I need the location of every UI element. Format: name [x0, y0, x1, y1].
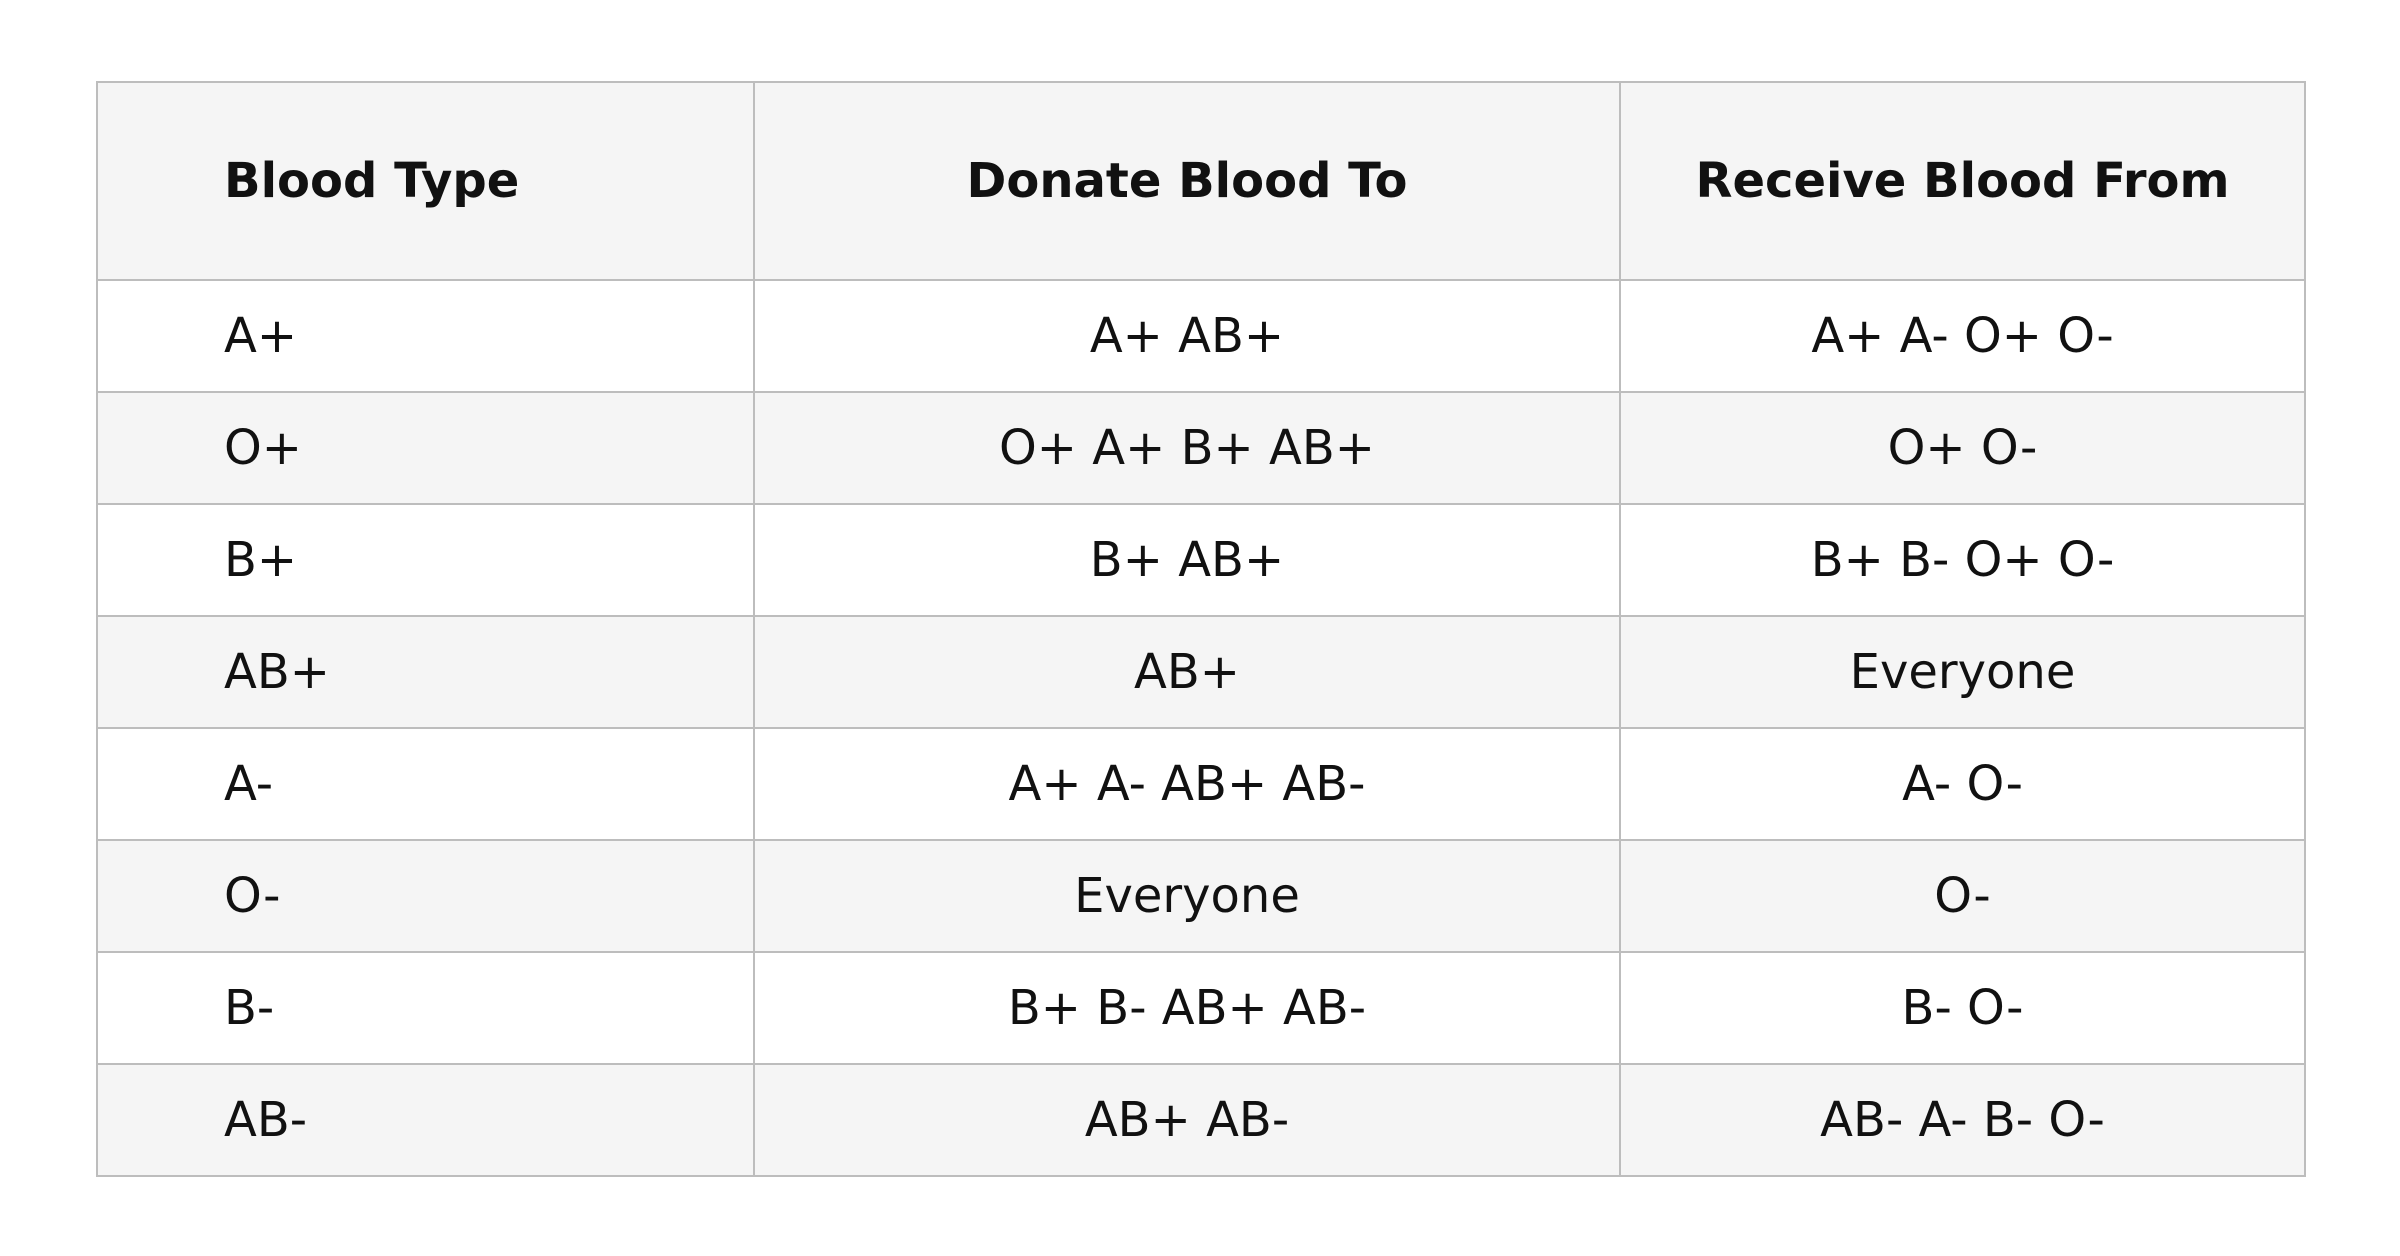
table-row: O- Everyone O-: [96, 839, 2306, 953]
table-cell: B+ B- AB+ AB-: [753, 951, 1621, 1065]
header-row: Blood Type Donate Blood To Receive Blood F…: [96, 81, 2306, 281]
table-cell: B-: [96, 951, 755, 1065]
table-header: Blood Type Donate Blood To Receive Blood F…: [96, 81, 2306, 281]
table-cell: A- O-: [1619, 727, 2306, 841]
table-cell: O+ O-: [1619, 391, 2306, 505]
table-cell: A-: [96, 727, 755, 841]
table-cell: B+: [96, 503, 755, 617]
table-cell: O+: [96, 391, 755, 505]
table-body: A+ A+ AB+ A+ A- O+ O- O+ O+ A+ B+ AB+ O+ O- B+…: [96, 279, 2306, 1177]
table-cell: O-: [96, 839, 755, 953]
table-cell: AB- A- B- O-: [1619, 1063, 2306, 1177]
table-cell: Everyone: [753, 839, 1621, 953]
table-cell: A+: [96, 279, 755, 393]
table-cell: A+ A- AB+ AB-: [753, 727, 1621, 841]
table-cell: O-: [1619, 839, 2306, 953]
table-row: A+ A+ AB+ A+ A- O+ O-: [96, 279, 2306, 393]
table-row: O+ O+ A+ B+ AB+ O+ O-: [96, 391, 2306, 505]
header-cell: Donate Blood To: [753, 81, 1621, 281]
table-cell: Everyone: [1619, 615, 2306, 729]
blood-table: Blood Type Donate Blood To Receive Blood F…: [96, 81, 2306, 1177]
header-cell: Blood Type: [96, 81, 755, 281]
table-cell: AB+: [96, 615, 755, 729]
table-row: B+ B+ AB+ B+ B- O+ O-: [96, 503, 2306, 617]
table-row: A- A+ A- AB+ AB- A- O-: [96, 727, 2306, 841]
table-cell: AB-: [96, 1063, 755, 1177]
table-cell: A+ A- O+ O-: [1619, 279, 2306, 393]
table-cell: O+ A+ B+ AB+: [753, 391, 1621, 505]
table-row: AB- AB+ AB- AB- A- B- O-: [96, 1063, 2306, 1177]
header-cell: Receive Blood From: [1619, 81, 2306, 281]
table-cell: B- O-: [1619, 951, 2306, 1065]
table-cell: AB+ AB-: [753, 1063, 1621, 1177]
table-row: AB+ AB+ Everyone: [96, 615, 2306, 729]
table-cell: A+ AB+: [753, 279, 1621, 393]
table-cell: B+ B- O+ O-: [1619, 503, 2306, 617]
table-row: B- B+ B- AB+ AB- B- O-: [96, 951, 2306, 1065]
table-cell: AB+: [753, 615, 1621, 729]
table-cell: B+ AB+: [753, 503, 1621, 617]
